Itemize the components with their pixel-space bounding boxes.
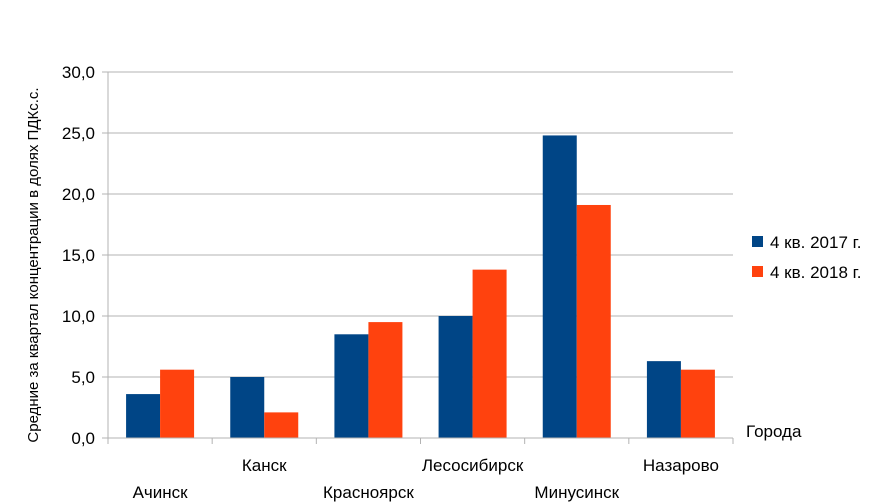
gridlines (102, 71, 734, 444)
y-tick-label: 25,0 (62, 124, 95, 143)
bar-1-2 (230, 377, 265, 438)
y-tick-label: 30,0 (62, 63, 95, 82)
x-tick-label: Назарово (643, 456, 719, 475)
x-tick-label: Минусинск (534, 483, 619, 502)
y-axis-title: Средние за квартал концентрации в долях … (25, 87, 42, 442)
bar-2-4 (472, 269, 507, 438)
x-tick-label: Лесосибирск (422, 456, 524, 475)
y-tick-label: 0,0 (71, 429, 95, 448)
x-axis-title: Города (746, 422, 802, 441)
x-tick-label: Ачинск (133, 483, 189, 502)
x-tick-label: Красноярск (323, 483, 414, 502)
y-tick-label: 5,0 (71, 368, 95, 387)
legend-swatch-2017 (752, 236, 763, 247)
bar-1-3 (334, 334, 369, 438)
y-tick-label: 10,0 (62, 307, 95, 326)
bar-2-1 (160, 369, 195, 438)
bar-1-6 (646, 361, 681, 438)
x-tick-label: Канск (242, 456, 287, 475)
legend-label-2017: 4 кв. 2017 г. (770, 233, 861, 252)
legend-label-2018: 4 кв. 2018 г. (770, 263, 861, 282)
bar-2-3 (368, 322, 403, 438)
legend: 4 кв. 2017 г. 4 кв. 2018 г. (752, 233, 861, 282)
bar-2-5 (576, 204, 611, 438)
bar-1-4 (438, 316, 473, 438)
y-tick-label: 20,0 (62, 185, 95, 204)
axes (107, 72, 733, 439)
bar-1-5 (542, 135, 577, 438)
y-tick-labels: 0,0 5,0 10,0 15,0 20,0 25,0 30,0 (62, 63, 95, 448)
legend-swatch-2018 (752, 266, 763, 277)
bar-1-1 (126, 394, 161, 438)
x-tick-labels: Ачинск Канск Красноярск Лесосибирск Минусинс… (133, 456, 719, 502)
bar-2-6 (680, 369, 715, 438)
bar-2-2 (264, 412, 299, 438)
bars (126, 135, 715, 438)
y-tick-label: 15,0 (62, 246, 95, 265)
